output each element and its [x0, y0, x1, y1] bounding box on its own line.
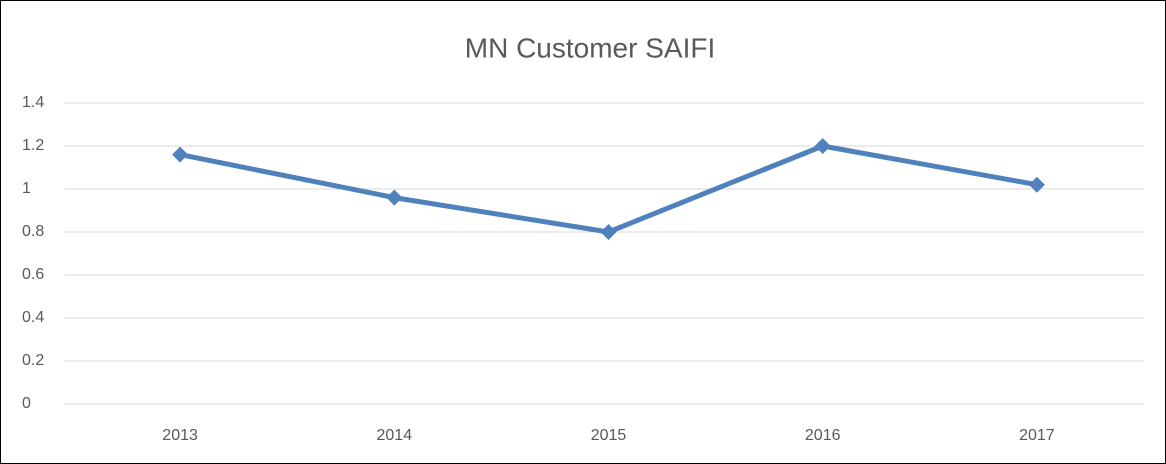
y-tick-label: 1.2 [22, 137, 44, 154]
y-tick-label: 1.4 [22, 94, 44, 111]
chart-title: MN Customer SAIFI [465, 32, 715, 63]
x-tick-label: 2014 [377, 427, 413, 444]
y-tick-label: 1 [22, 180, 31, 197]
y-tick-label: 0.2 [22, 352, 44, 369]
y-tick-label: 0.8 [22, 223, 44, 240]
data-point [600, 224, 617, 240]
y-tick-label: 0 [22, 395, 31, 412]
data-point [814, 138, 831, 154]
data-point [1028, 176, 1045, 193]
data-point [386, 189, 403, 206]
y-tick-label: 0.6 [22, 266, 44, 283]
y-tick-label: 0.4 [22, 309, 44, 326]
x-tick-label: 2015 [591, 427, 627, 444]
data-point [172, 146, 189, 163]
x-tick-label: 2013 [162, 427, 198, 444]
x-tick-label: 2017 [1019, 427, 1055, 444]
x-tick-label: 2016 [805, 427, 841, 444]
